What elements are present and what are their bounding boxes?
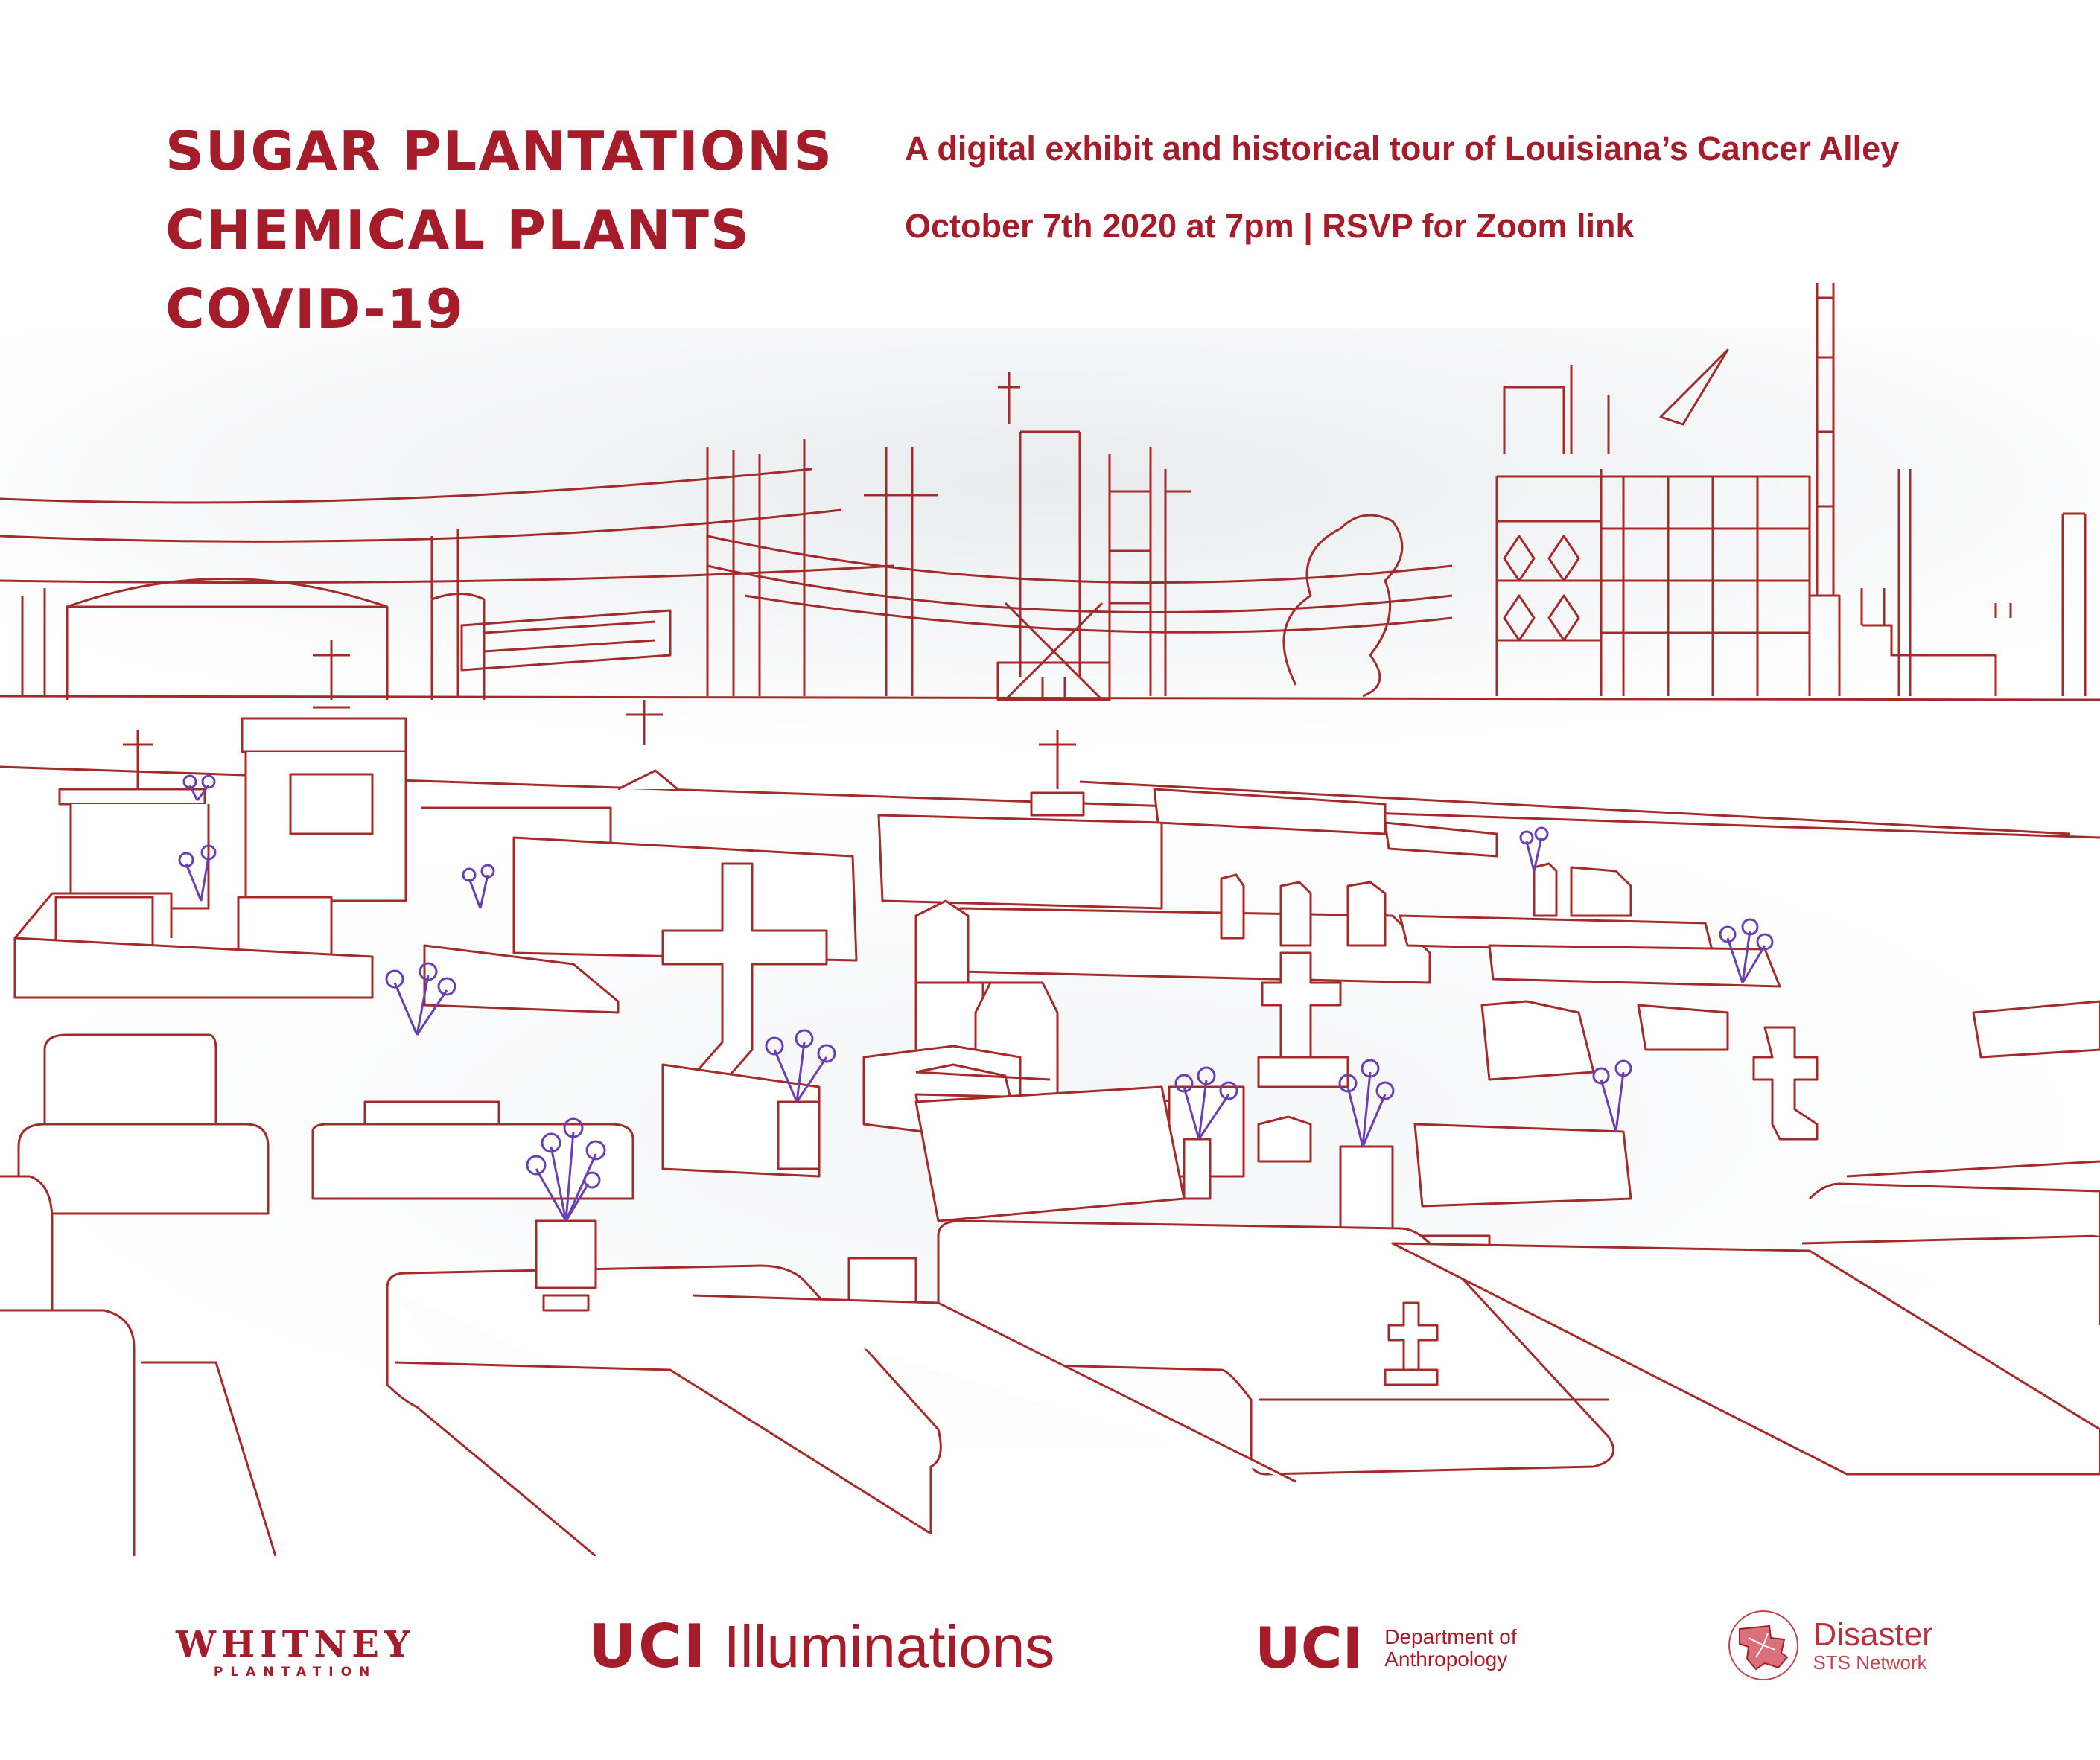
disaster-sts-network-logo: Disaster STS Network xyxy=(1726,1608,1933,1683)
whitney-logo-sub: PLANTATION xyxy=(213,1665,378,1680)
sponsor-logos: WHITNEY PLANTATION UCI Illuminations UCI… xyxy=(0,1586,2100,1735)
exhibit-description: A digital exhibit and historical tour of… xyxy=(905,130,1900,168)
disaster-line-1: Disaster xyxy=(1813,1616,1933,1653)
flowers xyxy=(178,774,1774,1222)
cemetery-tombs xyxy=(0,640,2100,1556)
uci-illuminations-logo: UCI Illuminations xyxy=(588,1610,1054,1684)
whitney-logo-main: WHITNEY xyxy=(176,1624,416,1665)
cemetery-industrial-illustration xyxy=(0,283,2100,1556)
disaster-line-2: STS Network xyxy=(1813,1651,1927,1674)
title-line-1: SUGAR PLANTATIONS xyxy=(165,120,834,182)
uci-anthropology-logo: UCI Department of Anthropology xyxy=(1255,1613,1517,1684)
louisiana-network-icon xyxy=(1728,1610,1798,1680)
event-title: SUGAR PLANTATIONS CHEMICAL PLANTS COVID-… xyxy=(165,112,833,348)
title-line-2: CHEMICAL PLANTS xyxy=(165,199,751,261)
anthropology-uci: UCI xyxy=(1255,1615,1364,1681)
whitney-plantation-logo: WHITNEY PLANTATION xyxy=(176,1625,415,1680)
event-details: A digital exhibit and historical tour of… xyxy=(905,110,1899,265)
illuminations-word: Illuminations xyxy=(723,1613,1055,1680)
anthropology-line-2: Anthropology xyxy=(1384,1648,1508,1671)
illuminations-uci: UCI xyxy=(588,1612,707,1681)
anthropology-line-1: Department of xyxy=(1384,1625,1517,1648)
event-date-rsvp: October 7th 2020 at 7pm | RSVP for Zoom … xyxy=(905,207,1635,245)
anthropology-dept: Department of Anthropology xyxy=(1384,1626,1516,1671)
